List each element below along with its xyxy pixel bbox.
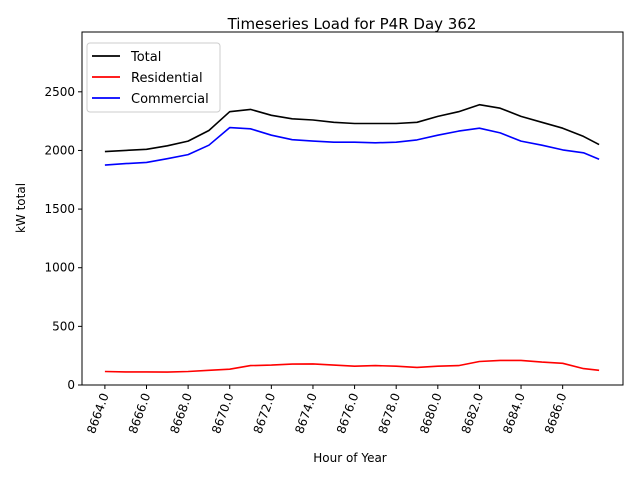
x-tick-label: 8676.0: [334, 391, 362, 435]
y-tick-label: 1500: [44, 202, 75, 216]
x-tick-label: 8686.0: [542, 391, 570, 435]
y-axis-label: kW total: [14, 183, 28, 233]
x-tick-label: 8668.0: [167, 391, 195, 435]
x-tick-label: 8672.0: [251, 391, 279, 435]
x-tick-label: 8682.0: [459, 391, 487, 435]
x-tick-label: 8670.0: [209, 391, 237, 435]
y-tick-label: 1000: [44, 261, 75, 275]
legend-box: [86, 42, 221, 113]
x-axis-label: Hour of Year: [313, 451, 387, 465]
series-line-total: [104, 103, 600, 153]
x-tick-label: 8664.0: [84, 391, 112, 435]
series-line-residential: [104, 359, 600, 373]
x-tick-label: 8684.0: [500, 391, 528, 435]
x-tick-label: 8666.0: [126, 391, 154, 435]
x-tick-label: 8680.0: [417, 391, 445, 435]
legend-label-total: Total: [130, 50, 161, 65]
legend-label-commercial: Commercial: [131, 92, 209, 107]
x-tick-label: 8678.0: [375, 391, 403, 435]
legend-label-residential: Residential: [131, 71, 203, 86]
y-tick-label: 500: [52, 319, 75, 333]
axes-frame: [81, 31, 624, 386]
chart-title: Timeseries Load for P4R Day 362: [227, 15, 477, 33]
y-tick-label: 2000: [44, 143, 75, 157]
series-line-commercial: [104, 126, 600, 166]
plot-area: 8664.0 8666.0 8668.0 8670.0 8672.0 8674.0 8676…: [44, 31, 624, 435]
y-tick-label: 0: [67, 378, 75, 392]
y-tick-label: 2500: [44, 85, 75, 99]
x-tick-label: 8674.0: [292, 391, 320, 435]
